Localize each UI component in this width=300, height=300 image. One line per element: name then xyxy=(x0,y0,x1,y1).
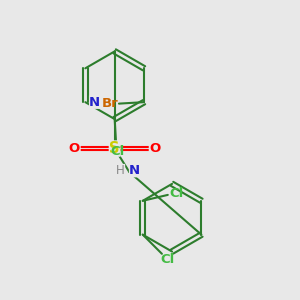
Text: H: H xyxy=(116,164,125,177)
Text: N: N xyxy=(129,164,140,177)
Text: Cl: Cl xyxy=(110,145,125,158)
Text: Br: Br xyxy=(102,97,118,110)
Text: N: N xyxy=(89,96,100,109)
Text: Cl: Cl xyxy=(161,253,175,266)
Text: S: S xyxy=(110,141,120,156)
Text: O: O xyxy=(149,142,161,155)
Text: Cl: Cl xyxy=(169,187,184,200)
Text: O: O xyxy=(69,142,80,155)
